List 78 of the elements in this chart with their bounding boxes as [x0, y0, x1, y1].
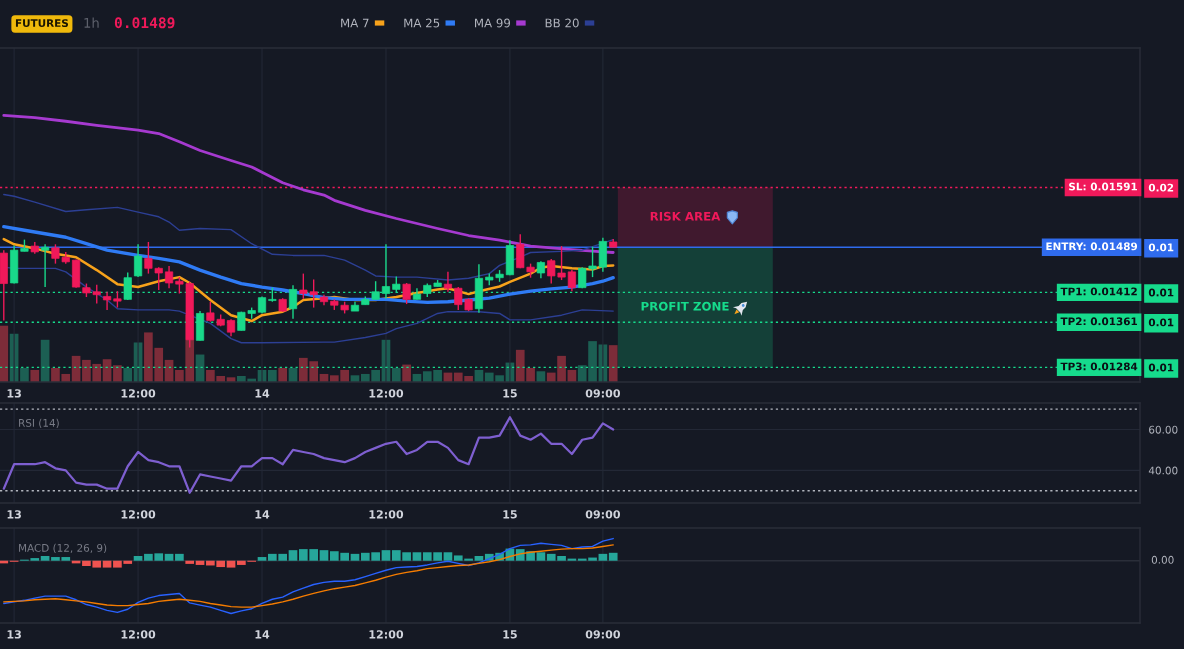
y-tick-label: 0.01 [1148, 288, 1174, 297]
y-tick-label: 0.01 [1148, 318, 1174, 327]
band-label: RISK AREA [650, 211, 721, 221]
legend-label: MA 99 [475, 18, 511, 28]
bar [608, 345, 618, 382]
line-series [2, 416, 615, 494]
x-tick-label: 12:00 [121, 510, 156, 519]
bar [412, 552, 422, 561]
y-tick-label: 60.00 [1149, 425, 1178, 434]
candlestick [164, 265, 174, 289]
bar [226, 560, 236, 568]
x-tick-label: 15 [503, 630, 517, 639]
band-label: PROFIT ZONE [641, 301, 729, 311]
ref-line-label: TP2: 0.01361 [1060, 317, 1138, 326]
y-tick-label: 0.02 [1148, 183, 1174, 192]
legend-label: MA 25 [404, 18, 440, 28]
legend-label: MA 7 [341, 18, 369, 28]
x-tick-label: 13 [7, 630, 21, 639]
bar [350, 553, 360, 561]
bar [443, 552, 453, 561]
bar [278, 367, 288, 382]
legend-label: BB 20 [545, 18, 579, 28]
bar [257, 557, 267, 561]
chart-title: MACD (12, 26, 9) [19, 543, 107, 554]
bar [113, 365, 122, 382]
candlestick [567, 269, 576, 292]
ref-line-label: TP3: 0.01284 [1060, 362, 1138, 371]
y-tick-label: 0.01 [1148, 363, 1174, 372]
x-tick-label: 12:00 [121, 630, 156, 639]
x-tick-label: 12:00 [369, 630, 404, 639]
bar [123, 367, 133, 382]
bar [30, 369, 40, 382]
ref-line-label: SL: 0.01591 [1069, 182, 1138, 191]
bar [598, 553, 608, 561]
x-tick-label: 13 [7, 389, 21, 398]
candlestick [41, 243, 50, 288]
x-tick-label: 12:00 [369, 510, 404, 519]
ref-line-label: TP1: 0.01412 [1060, 287, 1137, 296]
bar [288, 550, 298, 561]
x-tick-label: 14 [255, 510, 270, 519]
x-tick-label: 15 [503, 510, 517, 519]
text: 1h [84, 17, 99, 28]
y-tick-label: 0.01 [1148, 243, 1174, 252]
bar [536, 552, 546, 561]
bar [175, 553, 184, 561]
bar [268, 369, 277, 382]
text: FUTURES [15, 19, 69, 28]
text: 0.01489 [114, 17, 175, 29]
x-tick-label: 14 [255, 630, 270, 639]
candlestick [134, 243, 143, 278]
bar [474, 555, 484, 561]
text: RSI (14) [19, 418, 59, 429]
candlestick [443, 271, 453, 293]
x-tick-label: 12:00 [121, 389, 156, 398]
x-tick-label: 14 [255, 389, 270, 398]
bar [319, 550, 329, 561]
x-tick-label: 09:00 [585, 389, 621, 398]
bar [0, 325, 9, 382]
bar [102, 560, 112, 568]
x-tick-label: 13 [7, 510, 21, 519]
bar [164, 553, 174, 561]
x-tick-label: 15 [503, 389, 517, 398]
bar [381, 550, 391, 561]
bar [40, 555, 50, 561]
candlestick [288, 284, 298, 320]
x-tick-label: 09:00 [585, 510, 621, 519]
ref-line-label: 0.00 [1151, 555, 1174, 564]
y-tick-label: 40.00 [1148, 466, 1178, 475]
ref-line-label: ENTRY: 0.01489 [1046, 242, 1138, 251]
x-tick-label: 09:00 [585, 630, 621, 639]
bar [402, 364, 411, 382]
x-tick-label: 12:00 [369, 389, 404, 398]
candlestick [103, 291, 112, 311]
bar [133, 555, 143, 561]
bar [20, 367, 29, 382]
bar [608, 552, 618, 561]
bar [185, 560, 195, 564]
bar [391, 367, 401, 382]
